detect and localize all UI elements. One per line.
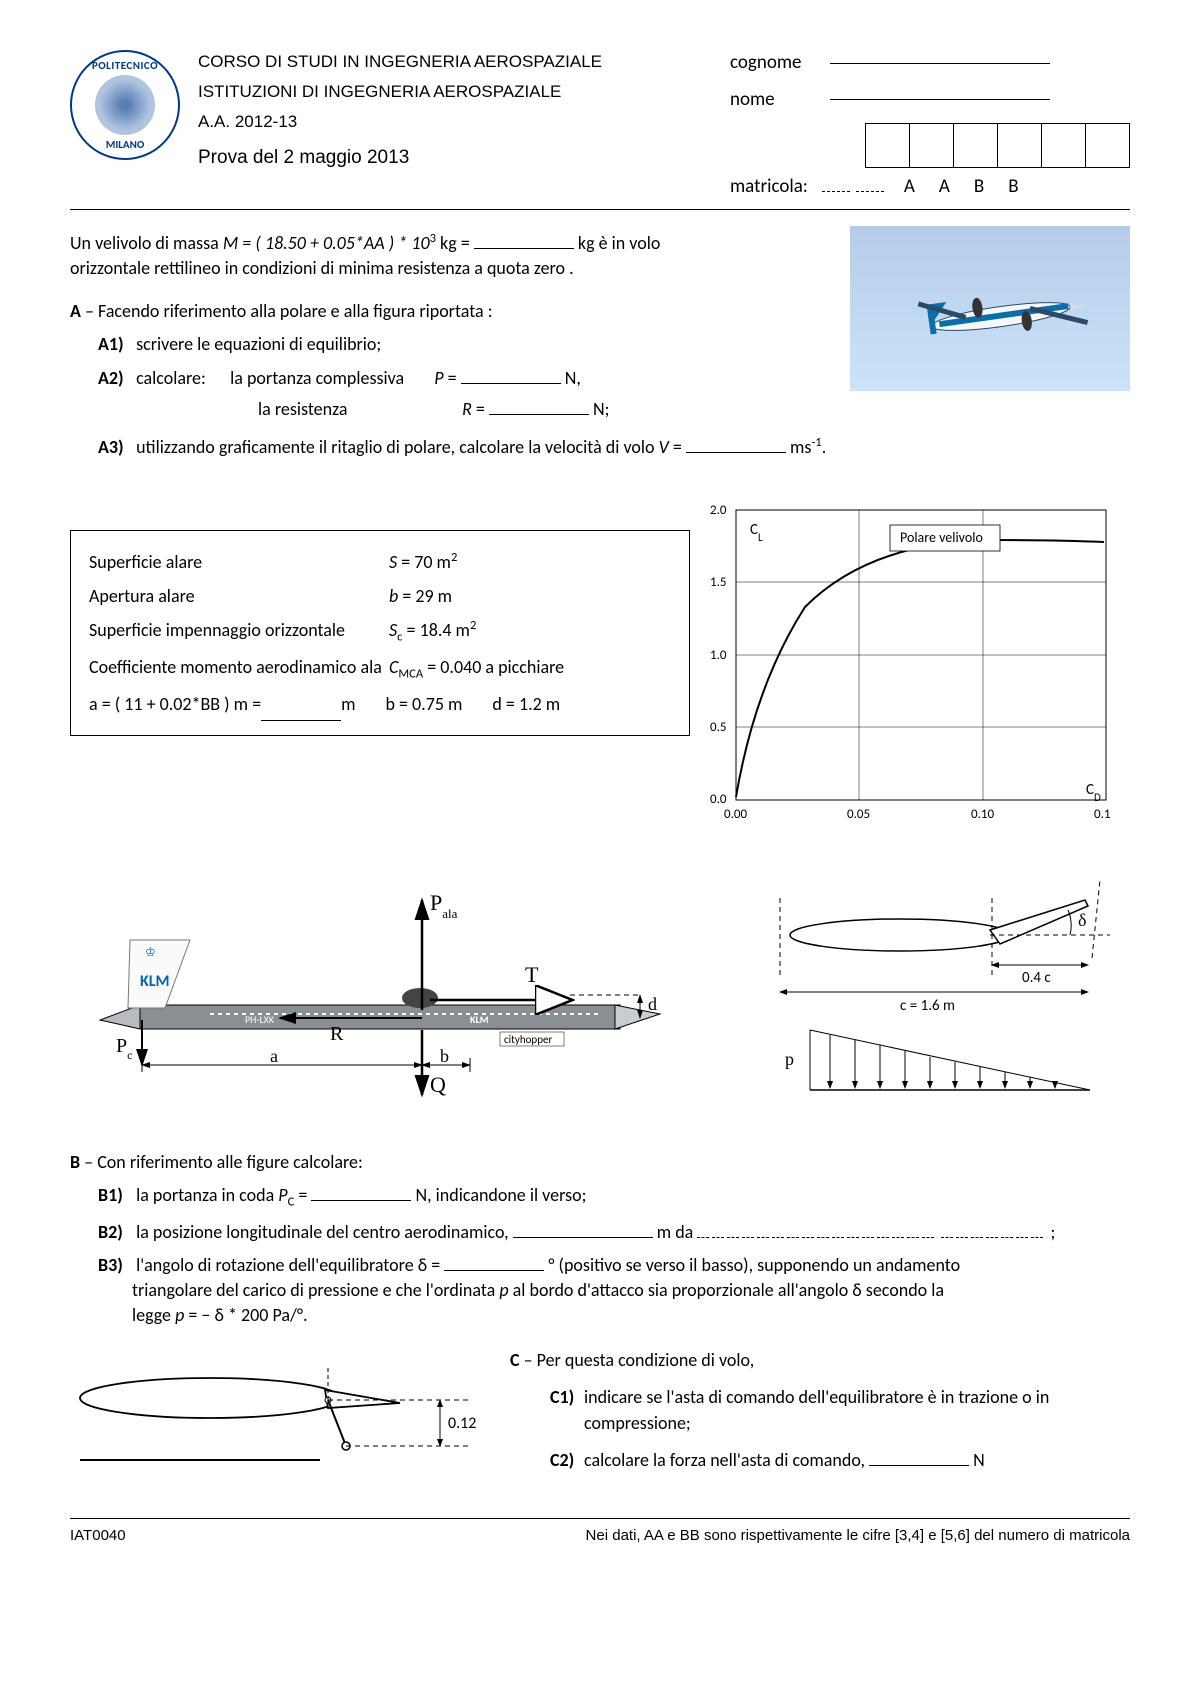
intro-section: Un velivolo di massa M = ( 18.50 + 0.05*… — [70, 230, 1130, 460]
logo-top-text: POLITECNICO — [92, 58, 158, 73]
force-blank[interactable] — [869, 1465, 969, 1466]
matricola-dashes — [822, 174, 890, 201]
svg-text:Pala: Pala — [430, 890, 458, 921]
param-a-blank[interactable] — [261, 687, 341, 721]
svg-text:p: p — [785, 1049, 794, 1069]
svg-text:0.12: 0.12 — [448, 1414, 476, 1433]
surname-label: cognome — [730, 50, 830, 77]
svg-text:a: a — [270, 1046, 278, 1066]
ac-pos-blank[interactable] — [513, 1237, 653, 1238]
footer-note: Nei dati, AA e BB sono rispettivamente l… — [586, 1525, 1130, 1546]
svg-text:♔: ♔ — [145, 946, 156, 960]
question-c1: indicare se l'asta di comando dell'equil… — [584, 1385, 1130, 1435]
svg-text:0.4 c: 0.4 c — [1022, 969, 1051, 987]
course-line2: ISTITUZIONI DI INGEGNERIA AEROSPAZIALE — [198, 80, 730, 104]
matricola-letters: A A B B — [904, 174, 1019, 201]
academic-year: A.A. 2012-13 — [198, 110, 730, 134]
svg-text:d: d — [648, 994, 657, 1014]
question-c2: calcolare la forza nell'asta di comando,… — [584, 1448, 985, 1473]
svg-text:PH-LXK: PH-LXK — [245, 1013, 275, 1026]
svg-text:Pc: Pc — [116, 1035, 132, 1062]
logo-emblem — [95, 75, 155, 135]
name-label: nome — [730, 87, 830, 114]
section-b-title: B – Con riferimento alle figure calcolar… — [70, 1150, 1130, 1175]
params-chart-row: Superficie alare S = 70 m2 Apertura alar… — [70, 480, 1130, 850]
svg-text:b: b — [440, 1046, 449, 1066]
svg-text:0.0: 0.0 — [710, 792, 727, 807]
question-b1: B1) la portanza in coda PC = N, indicand… — [98, 1183, 1130, 1211]
drag-blank[interactable] — [489, 414, 589, 415]
question-b2: B2) la posizione longitudinale del centr… — [98, 1220, 1130, 1245]
exam-date: Prova del 2 maggio 2013 — [198, 145, 730, 172]
question-b3: B3) l'angolo di rotazione dell'equilibra… — [98, 1253, 1130, 1278]
chart-title: Polare velivolo — [900, 529, 983, 546]
student-info-block: cognome nome matricola: A A B B — [730, 50, 1130, 201]
delta-blank[interactable] — [444, 1270, 544, 1271]
page-footer: IAT0040 Nei dati, AA e BB sono rispettiv… — [70, 1518, 1130, 1546]
elevator-diagram: δ 0.4 c c = 1.6 m p — [770, 880, 1130, 1130]
question-a2-line2: la resistenza R = N; — [258, 397, 1130, 422]
svg-text:0.05: 0.05 — [847, 807, 870, 822]
polimi-logo: POLITECNICO MILANO — [70, 50, 180, 160]
pc-blank[interactable] — [311, 1200, 411, 1201]
svg-text:KLM: KLM — [470, 1013, 489, 1026]
aircraft-photo — [850, 226, 1130, 391]
section-c-row: 0.12 C – Per questa condizione di volo, … — [70, 1348, 1130, 1488]
question-b3-line3: legge p = − δ * 200 Pa/°. — [132, 1303, 1130, 1328]
polar-chart: CL Polare velivolo CD 2.0 1.5 1.0 0.5 0.… — [690, 490, 1110, 850]
svg-text:Q: Q — [430, 1072, 446, 1097]
svg-text:0.00: 0.00 — [724, 807, 747, 822]
footer-code: IAT0040 — [70, 1525, 126, 1546]
section-c-title: C – Per questa condizione di volo, — [510, 1348, 1130, 1373]
section-b: B – Con riferimento alle figure calcolar… — [70, 1150, 1130, 1328]
svg-text:0.5: 0.5 — [710, 720, 726, 735]
lift-blank[interactable] — [461, 383, 561, 384]
svg-text:0.15: 0.15 — [1094, 807, 1110, 822]
svg-text:c = 1.6 m: c = 1.6 m — [900, 997, 955, 1015]
question-b3-line2: triangolare del carico di pressione e ch… — [132, 1278, 1130, 1303]
svg-text:2.0: 2.0 — [710, 503, 727, 518]
question-a3: A3) utilizzando graficamente il ritaglio… — [98, 434, 1130, 460]
logo-bottom-text: MILANO — [106, 137, 145, 152]
svg-text:R: R — [330, 1023, 344, 1045]
course-line1: CORSO DI STUDI IN INGEGNERIA AEROSPAZIAL… — [198, 50, 730, 74]
surname-field[interactable] — [830, 63, 1050, 64]
course-info: CORSO DI STUDI IN INGEGNERIA AEROSPAZIAL… — [198, 50, 730, 178]
svg-text:1.5: 1.5 — [710, 575, 726, 590]
svg-text:δ: δ — [1078, 910, 1086, 930]
aircraft-side-diagram: KLM ♔ PH-LXK KLM cityhopper Pala Q R T d… — [70, 880, 740, 1110]
velocity-blank[interactable] — [686, 452, 786, 453]
matricola-grid — [865, 123, 1130, 168]
svg-text:1.0: 1.0 — [710, 648, 727, 663]
aircraft-icon — [870, 246, 1110, 376]
name-field[interactable] — [830, 99, 1050, 100]
svg-text:KLM: KLM — [140, 972, 170, 991]
section-c: C – Per questa condizione di volo, C1) i… — [510, 1348, 1130, 1488]
dashed-blank[interactable] — [697, 1221, 1050, 1243]
diagram-row: KLM ♔ PH-LXK KLM cityhopper Pala Q R T d… — [70, 880, 1130, 1130]
control-linkage-diagram: 0.12 — [70, 1348, 490, 1488]
svg-text:0.10: 0.10 — [971, 807, 994, 822]
page-header: POLITECNICO MILANO CORSO DI STUDI IN ING… — [70, 50, 1130, 210]
svg-text:T: T — [525, 962, 539, 987]
mass-blank[interactable] — [474, 248, 574, 249]
parameters-box: Superficie alare S = 70 m2 Apertura alar… — [70, 530, 690, 736]
matricola-label: matricola: — [730, 174, 808, 201]
svg-text:cityhopper: cityhopper — [504, 1033, 552, 1046]
